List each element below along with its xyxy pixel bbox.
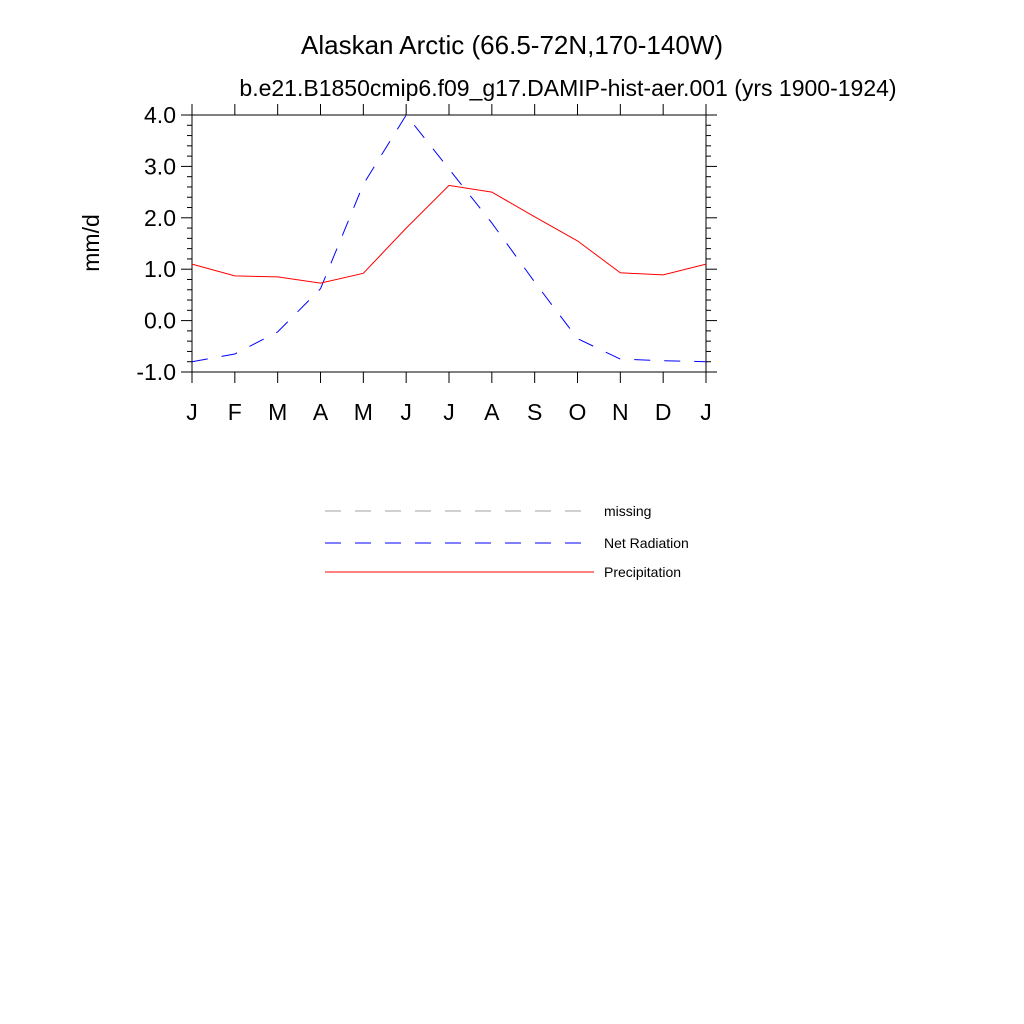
x-tick-label: J: [400, 399, 412, 425]
x-tick-label: J: [700, 399, 712, 425]
chart-title: Alaskan Arctic (66.5-72N,170-140W): [301, 30, 723, 60]
axis-ticks: [181, 104, 717, 383]
data-series: [191, 114, 707, 363]
y-tick-label: 4.0: [144, 102, 176, 128]
x-tick-label: S: [527, 399, 542, 425]
y-axis-tick-labels: -1.0 0.0 1.0 2.0 3.0 4.0: [136, 102, 176, 385]
legend-label: Net Radiation: [604, 535, 689, 551]
chart-subtitle: b.e21.B1850cmip6.f09_g17.DAMIP-hist-aer.…: [239, 75, 896, 101]
y-tick-label: -1.0: [136, 359, 176, 385]
x-tick-label: J: [186, 399, 198, 425]
y-tick-label: 3.0: [144, 153, 176, 179]
series-line-precipitation: [191, 184, 707, 284]
x-tick-label: F: [228, 399, 242, 425]
x-tick-label: O: [569, 399, 587, 425]
y-tick-label: 0.0: [144, 308, 176, 334]
x-tick-label: D: [655, 399, 672, 425]
x-tick-label: M: [354, 399, 373, 425]
series-line-net-radiation: [191, 114, 707, 363]
x-tick-label: M: [268, 399, 287, 425]
y-tick-label: 1.0: [144, 256, 176, 282]
legend-label: missing: [604, 503, 651, 519]
y-axis-label: mm/d: [78, 214, 104, 272]
x-tick-label: N: [612, 399, 629, 425]
legend: missing Net Radiation Precipitation: [325, 503, 689, 580]
y-tick-label: 2.0: [144, 205, 176, 231]
x-tick-label: J: [443, 399, 455, 425]
plot-frame: [191, 114, 707, 373]
x-tick-label: A: [484, 399, 500, 425]
x-tick-label: A: [313, 399, 329, 425]
legend-label: Precipitation: [604, 564, 681, 580]
